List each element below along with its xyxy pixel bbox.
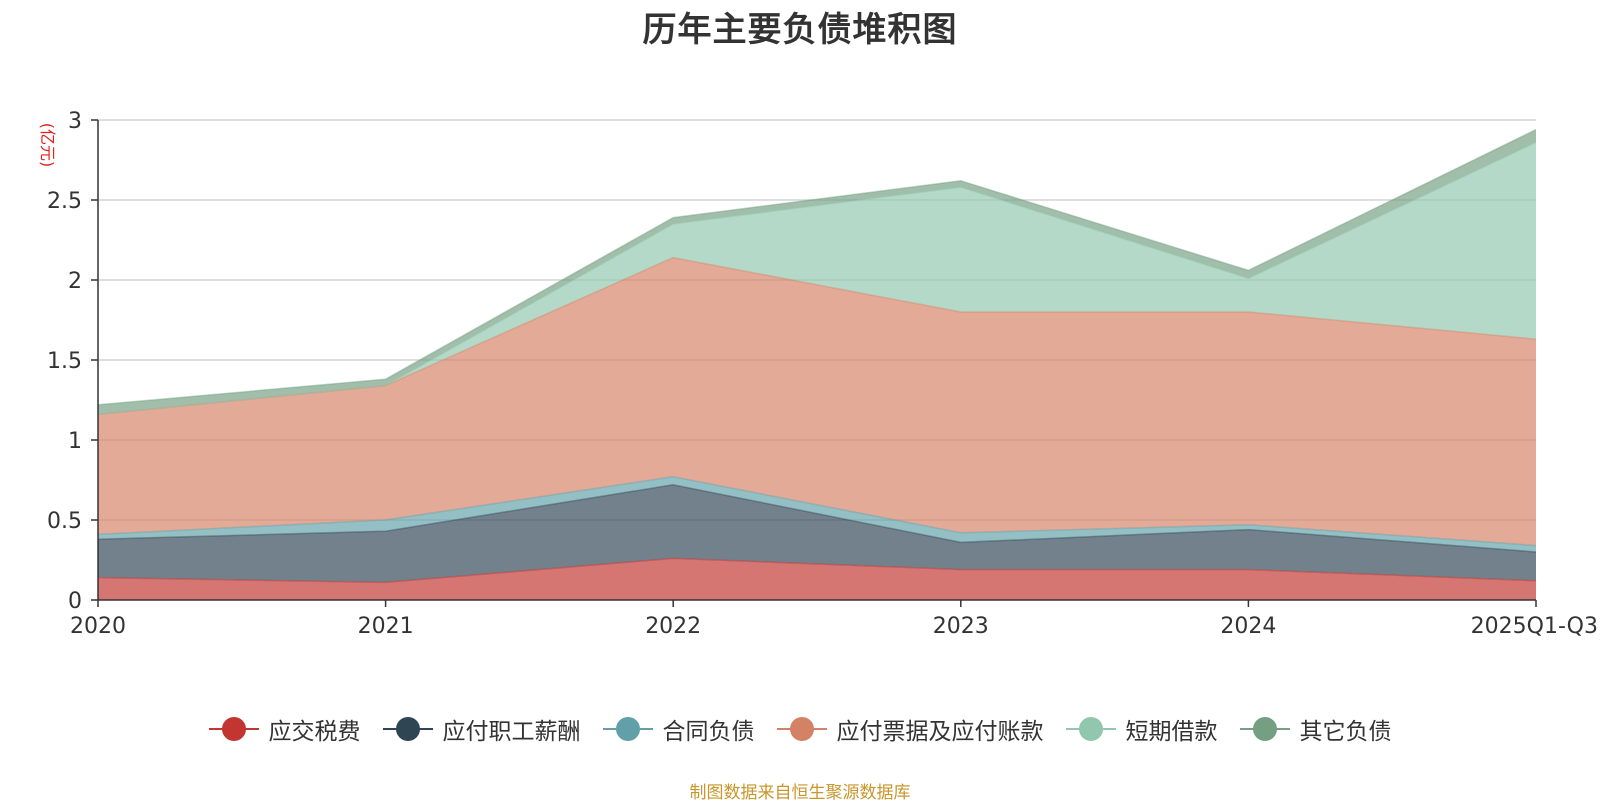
series-line-1 — [97, 557, 1537, 584]
y-tick-label: 1 — [68, 429, 82, 454]
x-tick-label: 2022 — [645, 614, 701, 639]
legend-item-2[interactable]: 应付职工薪酬 — [382, 712, 581, 746]
legend-item-4[interactable]: 应付票据及应付账款 — [776, 712, 1044, 746]
axes: 0 0.5 1 1.5 2 2.5 3 2020 2021 2022 2023 2024 2025Q1-… — [47, 109, 1598, 639]
legend-item-1[interactable]: 应交税费 — [208, 712, 361, 746]
y-tick-label: 0.5 — [47, 509, 82, 534]
series-line-6 — [97, 128, 1537, 406]
area-5 — [98, 142, 1536, 415]
legend-marker-icon — [382, 716, 433, 742]
legend-label: 应交税费 — [268, 719, 361, 745]
x-tick-label: 2025Q1-Q3 — [1471, 614, 1598, 639]
legend-item-6[interactable]: 其它负债 — [1239, 712, 1392, 746]
x-tick-label: 2024 — [1220, 614, 1276, 639]
y-tick-label: 2.5 — [47, 189, 82, 214]
legend-item-5[interactable]: 短期借款 — [1065, 712, 1218, 746]
x-tick-label: 2020 — [70, 614, 126, 639]
chart-legend: 应交税费 应付职工薪酬 合同负债 应付票据及应付账款 短期借款 其它负债 — [0, 712, 1600, 746]
y-tick-label: 0 — [68, 589, 82, 614]
x-tick-label: 2023 — [933, 614, 989, 639]
legend-marker-icon — [1239, 716, 1290, 742]
legend-marker-icon — [602, 716, 653, 742]
series-line-4 — [97, 256, 1537, 416]
legend-label: 应付票据及应付账款 — [836, 719, 1044, 745]
series-line-2 — [97, 484, 1537, 553]
area-6 — [98, 129, 1536, 415]
area-2 — [98, 484, 1536, 583]
area-series-layer — [97, 128, 1537, 600]
legend-marker-icon — [208, 716, 259, 742]
legend-label: 其它负债 — [1299, 719, 1392, 745]
y-axis-unit-label: (亿元) — [38, 123, 57, 168]
series-line-3 — [97, 476, 1537, 547]
legend-marker-icon — [776, 716, 827, 742]
y-tick-label: 2 — [68, 269, 82, 294]
chart-title: 历年主要负债堆积图 — [642, 10, 958, 50]
legend-label: 合同负债 — [662, 719, 755, 745]
x-tick-label: 2021 — [358, 614, 414, 639]
legend-marker-icon — [1065, 716, 1116, 742]
y-tick-label: 1.5 — [47, 349, 82, 374]
legend-label: 短期借款 — [1125, 719, 1218, 745]
series-line-5 — [97, 141, 1537, 416]
area-4 — [98, 257, 1536, 546]
stacked-area-chart: 0 0.5 1 1.5 2 2.5 3 2020 2021 2022 2023 2024 2025Q1-… — [38, 109, 1598, 639]
data-source-note: 制图数据来自恒生聚源数据库 — [689, 783, 911, 803]
legend-label: 应付职工薪酬 — [442, 719, 581, 745]
y-tick-label: 3 — [68, 109, 82, 134]
legend-item-3[interactable]: 合同负债 — [602, 712, 755, 746]
area-1 — [98, 558, 1536, 600]
